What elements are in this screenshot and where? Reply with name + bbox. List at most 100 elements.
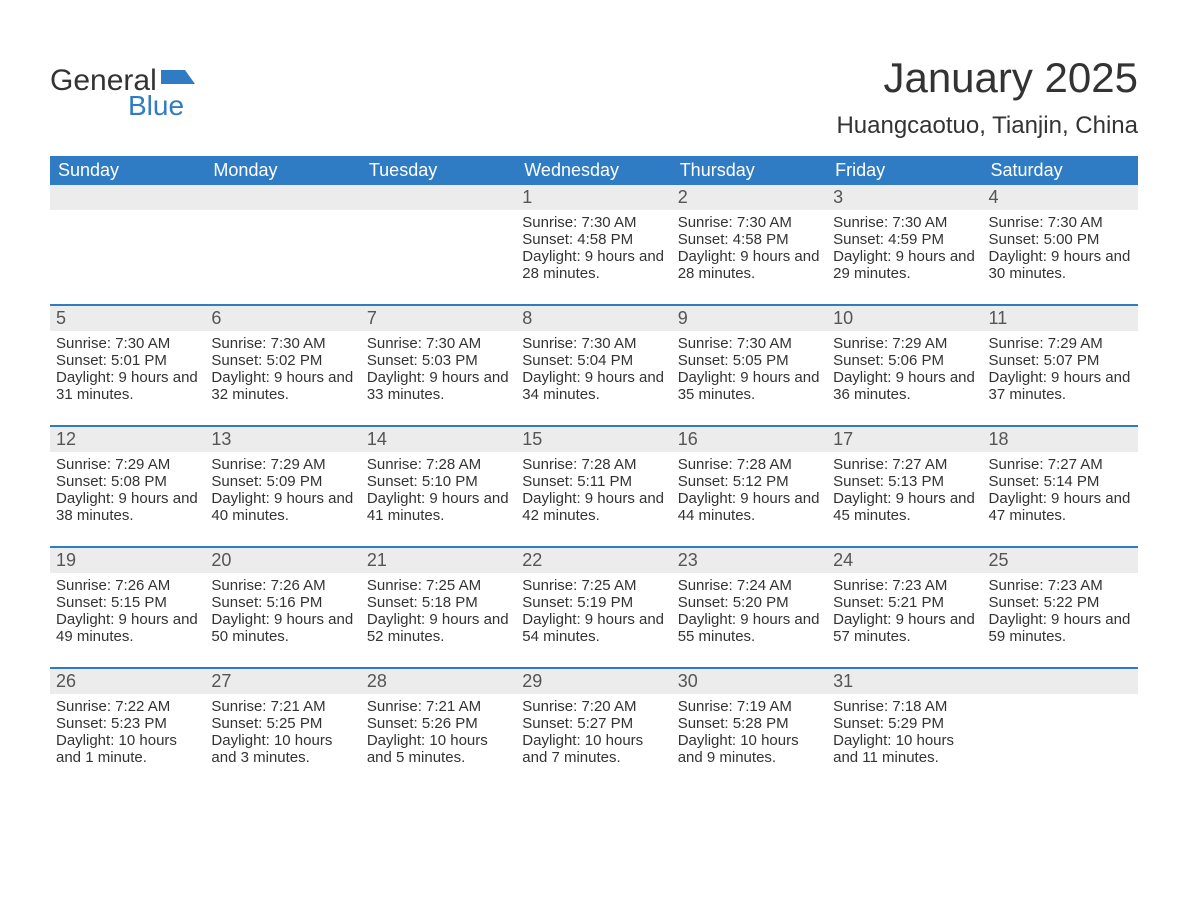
daylight-text: Daylight: 9 hours and 33 minutes.: [367, 369, 510, 403]
sunset-text: Sunset: 5:22 PM: [989, 594, 1132, 611]
sunrise-text: Sunrise: 7:19 AM: [678, 698, 821, 715]
logo: General Blue: [50, 30, 195, 122]
day-body: Sunrise: 7:28 AMSunset: 5:11 PMDaylight:…: [516, 452, 671, 532]
sunset-text: Sunset: 5:13 PM: [833, 473, 976, 490]
dayhead-wednesday: Wednesday: [516, 156, 671, 185]
day-body: Sunrise: 7:25 AMSunset: 5:19 PMDaylight:…: [516, 573, 671, 653]
day-number-row: 12131415161718: [50, 427, 1138, 452]
sunrise-text: Sunrise: 7:26 AM: [56, 577, 199, 594]
day-number: 28: [361, 669, 516, 694]
sunrise-text: Sunrise: 7:30 AM: [833, 214, 976, 231]
sunset-text: Sunset: 5:18 PM: [367, 594, 510, 611]
day-body: Sunrise: 7:27 AMSunset: 5:14 PMDaylight:…: [983, 452, 1138, 532]
sunrise-text: Sunrise: 7:30 AM: [367, 335, 510, 352]
day-number: 23: [672, 548, 827, 573]
header: General Blue January 2025 Huangcaotuo, T…: [50, 30, 1138, 140]
day-body: Sunrise: 7:22 AMSunset: 5:23 PMDaylight:…: [50, 694, 205, 774]
daylight-text: Daylight: 9 hours and 57 minutes.: [833, 611, 976, 645]
day-body: Sunrise: 7:21 AMSunset: 5:26 PMDaylight:…: [361, 694, 516, 774]
daylight-text: Daylight: 10 hours and 7 minutes.: [522, 732, 665, 766]
day-body-row: Sunrise: 7:29 AMSunset: 5:08 PMDaylight:…: [50, 452, 1138, 532]
daylight-text: Daylight: 9 hours and 37 minutes.: [989, 369, 1132, 403]
logo-word-blue: Blue: [128, 90, 184, 122]
calendar-week: 262728293031Sunrise: 7:22 AMSunset: 5:23…: [50, 667, 1138, 774]
calendar-week: 567891011Sunrise: 7:30 AMSunset: 5:01 PM…: [50, 304, 1138, 411]
dayhead-monday: Monday: [205, 156, 360, 185]
sunset-text: Sunset: 5:26 PM: [367, 715, 510, 732]
day-number: 19: [50, 548, 205, 573]
day-number: [205, 185, 360, 210]
sunset-text: Sunset: 5:16 PM: [211, 594, 354, 611]
day-number-row: 262728293031: [50, 669, 1138, 694]
title-block: January 2025 Huangcaotuo, Tianjin, China: [836, 30, 1138, 140]
month-title: January 2025: [836, 54, 1138, 102]
flag-icon: [161, 60, 195, 90]
sunrise-text: Sunrise: 7:24 AM: [678, 577, 821, 594]
day-number: 14: [361, 427, 516, 452]
day-number: 27: [205, 669, 360, 694]
day-body: Sunrise: 7:29 AMSunset: 5:09 PMDaylight:…: [205, 452, 360, 532]
sunrise-text: Sunrise: 7:29 AM: [989, 335, 1132, 352]
day-body: Sunrise: 7:23 AMSunset: 5:21 PMDaylight:…: [827, 573, 982, 653]
day-number: 21: [361, 548, 516, 573]
daylight-text: Daylight: 9 hours and 45 minutes.: [833, 490, 976, 524]
sunrise-text: Sunrise: 7:28 AM: [678, 456, 821, 473]
sunrise-text: Sunrise: 7:28 AM: [522, 456, 665, 473]
sunset-text: Sunset: 5:12 PM: [678, 473, 821, 490]
daylight-text: Daylight: 9 hours and 42 minutes.: [522, 490, 665, 524]
sunrise-text: Sunrise: 7:30 AM: [989, 214, 1132, 231]
sunset-text: Sunset: 5:25 PM: [211, 715, 354, 732]
sunset-text: Sunset: 5:27 PM: [522, 715, 665, 732]
sunrise-text: Sunrise: 7:28 AM: [367, 456, 510, 473]
day-number: [50, 185, 205, 210]
calendar-week: 12131415161718Sunrise: 7:29 AMSunset: 5:…: [50, 425, 1138, 532]
daylight-text: Daylight: 10 hours and 11 minutes.: [833, 732, 976, 766]
weeks-container: 1234Sunrise: 7:30 AMSunset: 4:58 PMDayli…: [50, 185, 1138, 774]
day-body: [205, 210, 360, 290]
day-number: 18: [983, 427, 1138, 452]
sunrise-text: Sunrise: 7:25 AM: [367, 577, 510, 594]
sunset-text: Sunset: 5:15 PM: [56, 594, 199, 611]
sunrise-text: Sunrise: 7:25 AM: [522, 577, 665, 594]
daylight-text: Daylight: 9 hours and 49 minutes.: [56, 611, 199, 645]
sunset-text: Sunset: 5:28 PM: [678, 715, 821, 732]
sunrise-text: Sunrise: 7:27 AM: [833, 456, 976, 473]
day-body: [361, 210, 516, 290]
day-body: Sunrise: 7:18 AMSunset: 5:29 PMDaylight:…: [827, 694, 982, 774]
daylight-text: Daylight: 9 hours and 32 minutes.: [211, 369, 354, 403]
daylight-text: Daylight: 9 hours and 28 minutes.: [678, 248, 821, 282]
day-number: 17: [827, 427, 982, 452]
calendar: Sunday Monday Tuesday Wednesday Thursday…: [50, 156, 1138, 774]
sunset-text: Sunset: 5:29 PM: [833, 715, 976, 732]
day-body: Sunrise: 7:30 AMSunset: 5:03 PMDaylight:…: [361, 331, 516, 411]
day-body: Sunrise: 7:28 AMSunset: 5:12 PMDaylight:…: [672, 452, 827, 532]
day-number: 6: [205, 306, 360, 331]
sunrise-text: Sunrise: 7:30 AM: [522, 214, 665, 231]
sunset-text: Sunset: 5:14 PM: [989, 473, 1132, 490]
sunrise-text: Sunrise: 7:22 AM: [56, 698, 199, 715]
sunrise-text: Sunrise: 7:29 AM: [833, 335, 976, 352]
day-number: 31: [827, 669, 982, 694]
day-body: Sunrise: 7:30 AMSunset: 5:01 PMDaylight:…: [50, 331, 205, 411]
daylight-text: Daylight: 9 hours and 55 minutes.: [678, 611, 821, 645]
sunset-text: Sunset: 4:58 PM: [678, 231, 821, 248]
day-body: Sunrise: 7:29 AMSunset: 5:08 PMDaylight:…: [50, 452, 205, 532]
daylight-text: Daylight: 9 hours and 35 minutes.: [678, 369, 821, 403]
calendar-week: 19202122232425Sunrise: 7:26 AMSunset: 5:…: [50, 546, 1138, 653]
day-body: [50, 210, 205, 290]
day-number: 5: [50, 306, 205, 331]
day-body: Sunrise: 7:30 AMSunset: 4:59 PMDaylight:…: [827, 210, 982, 290]
daylight-text: Daylight: 10 hours and 9 minutes.: [678, 732, 821, 766]
sunset-text: Sunset: 5:06 PM: [833, 352, 976, 369]
day-number: 1: [516, 185, 671, 210]
day-number: 12: [50, 427, 205, 452]
day-body: Sunrise: 7:30 AMSunset: 5:04 PMDaylight:…: [516, 331, 671, 411]
day-number: 8: [516, 306, 671, 331]
sunrise-text: Sunrise: 7:21 AM: [367, 698, 510, 715]
daylight-text: Daylight: 9 hours and 28 minutes.: [522, 248, 665, 282]
daylight-text: Daylight: 10 hours and 3 minutes.: [211, 732, 354, 766]
day-body-row: Sunrise: 7:30 AMSunset: 5:01 PMDaylight:…: [50, 331, 1138, 411]
daylight-text: Daylight: 9 hours and 41 minutes.: [367, 490, 510, 524]
day-number: 11: [983, 306, 1138, 331]
sunrise-text: Sunrise: 7:30 AM: [678, 214, 821, 231]
